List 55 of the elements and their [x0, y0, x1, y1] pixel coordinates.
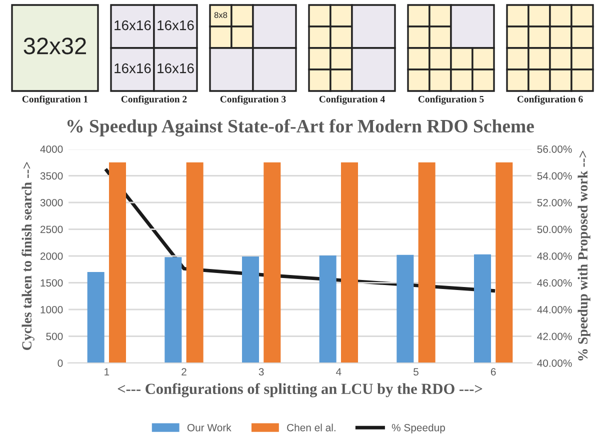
x-axis-title: <--- Configurations of splitting an LCU by the RDO ---> — [118, 383, 482, 398]
x-tick-label: 4 — [336, 368, 342, 376]
text: Configuration 4 — [319, 96, 385, 104]
bar — [264, 162, 281, 363]
x-tick-label: 1 — [104, 368, 110, 376]
text: Configuration 5 — [418, 96, 484, 104]
x-tick-label: 3 — [258, 368, 264, 376]
text: Configuration 6 — [517, 96, 583, 104]
y2-tick-label: 40.00% — [537, 360, 572, 367]
text: Configuration 1 — [22, 96, 88, 104]
y-tick-label: 1500 — [40, 279, 63, 287]
text: Configuration 3 — [220, 96, 286, 104]
x-tick-label: 2 — [182, 368, 186, 376]
bar — [319, 255, 336, 363]
y2-tick-label: 50.00% — [537, 226, 572, 234]
y2-tick-label: 42.00% — [537, 332, 572, 340]
y-tick-label: 3500 — [40, 172, 63, 180]
y-tick-label: 0 — [58, 360, 63, 367]
legend-label: % Speedup — [392, 424, 445, 434]
text: 8x8 — [214, 12, 228, 18]
y2-tick-label: 52.00% — [537, 199, 572, 206]
y2-tick-label: 54.00% — [537, 172, 572, 180]
legend-label: Chen el al. — [287, 424, 336, 432]
bar — [396, 254, 414, 363]
text: 16x16 — [158, 20, 194, 30]
bar — [186, 162, 204, 363]
bar — [242, 256, 260, 363]
y-tick-label: 1000 — [40, 306, 63, 314]
y2-tick-label: 56.00% — [537, 146, 572, 153]
legend-label: Our Work — [187, 424, 232, 432]
text: 32x32 — [24, 38, 86, 54]
text: 16x16 — [114, 20, 151, 30]
bar — [496, 162, 513, 363]
bar — [340, 162, 358, 363]
y2-tick-label: 46.00% — [537, 279, 572, 287]
x-tick-label: 5 — [414, 368, 418, 376]
text: 16x16 — [158, 63, 194, 74]
y-tick-label: 2500 — [40, 226, 63, 234]
y2-axis-title: % Speedup with Proposed work --> — [578, 150, 590, 360]
bar — [418, 162, 436, 363]
bar — [108, 162, 126, 363]
y2-tick-label: 44.00% — [537, 306, 572, 314]
y-tick-label: 4000 — [40, 146, 63, 153]
text: Configuration 2 — [121, 96, 187, 104]
chart-title: % Speedup Against State-of-Art for Modern RDO Scheme — [67, 119, 534, 136]
bar — [87, 272, 104, 363]
y-tick-label: 3000 — [40, 199, 63, 206]
text: 16x16 — [114, 63, 151, 74]
y-axis-title: Cycles taken to finish search --> — [22, 162, 34, 350]
bar — [164, 257, 182, 363]
bar — [474, 254, 492, 363]
y-tick-label: 500 — [46, 332, 63, 340]
y2-tick-label: 48.00% — [537, 252, 572, 260]
y-tick-label: 2000 — [40, 252, 63, 260]
x-tick-label: 6 — [490, 368, 496, 376]
